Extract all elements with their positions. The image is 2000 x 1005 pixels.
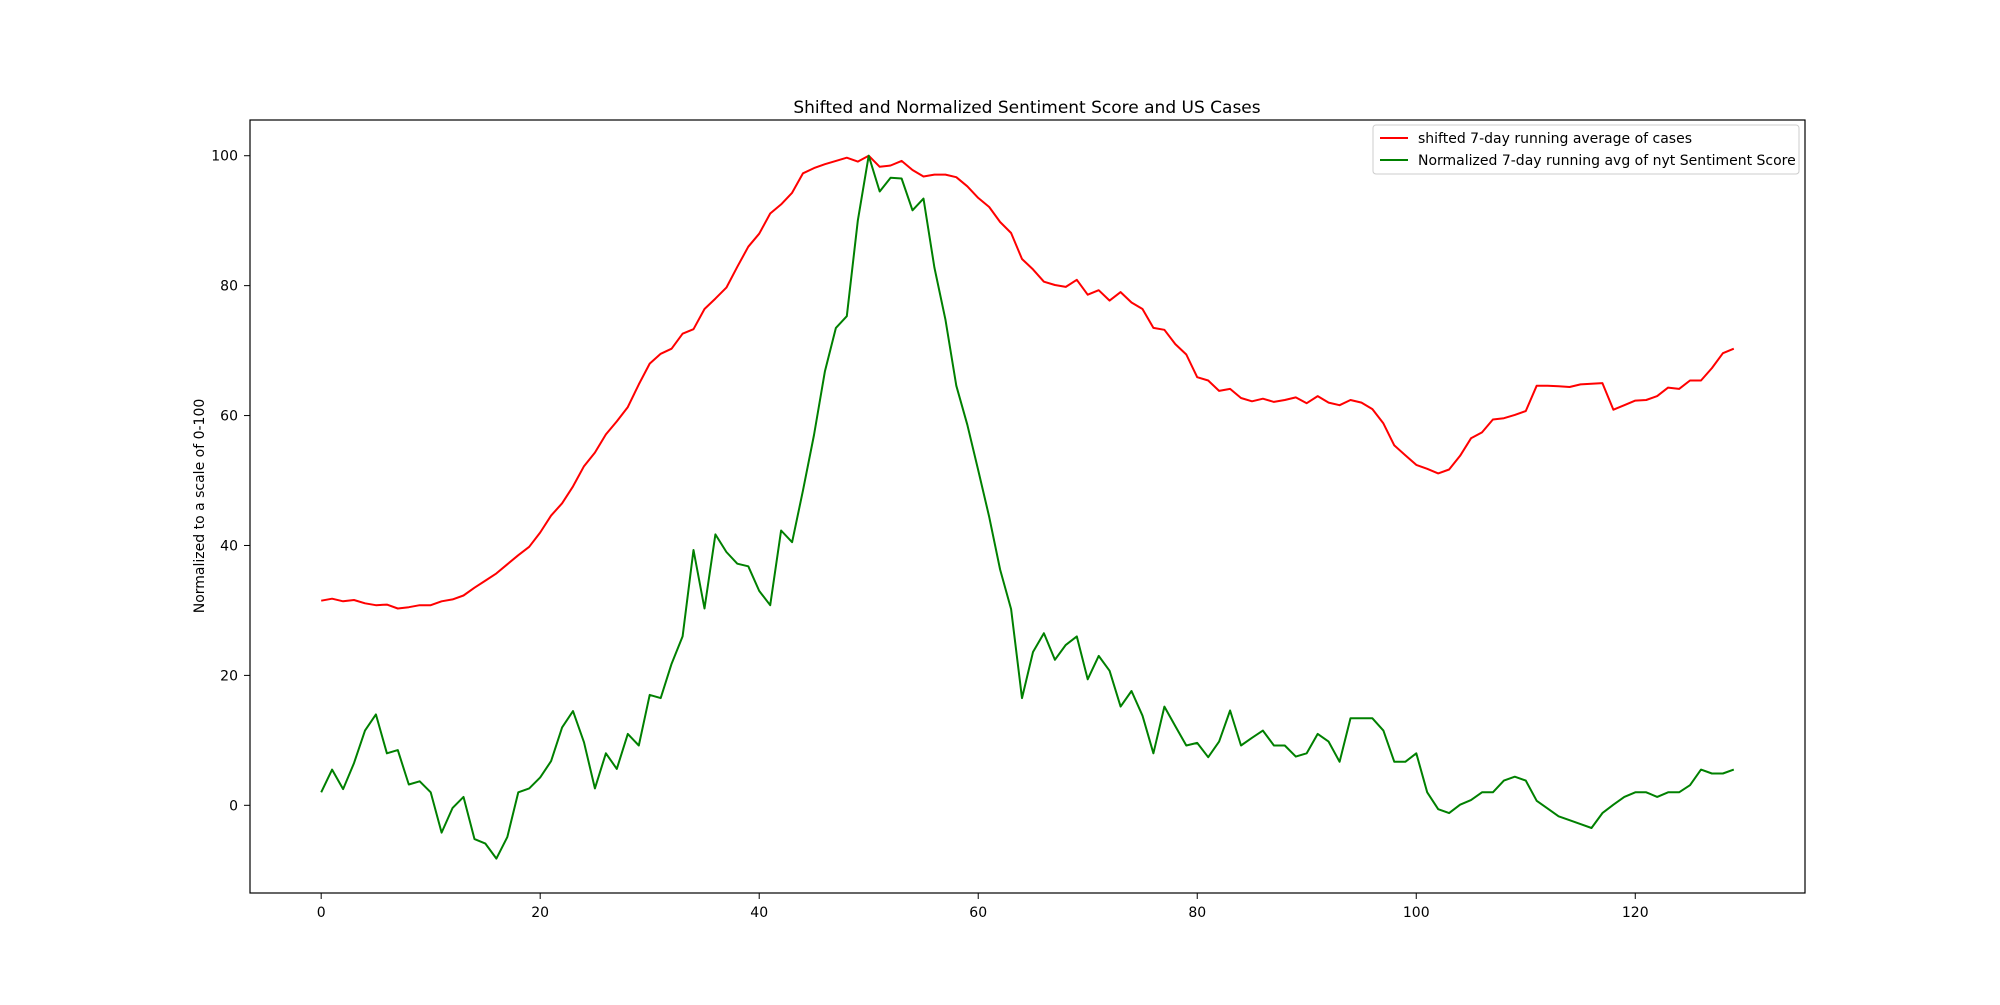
series-line-cases xyxy=(321,154,1735,610)
y-tick-label: 0 xyxy=(229,798,238,814)
x-tick-label: 120 xyxy=(1622,905,1649,921)
y-axis-label: Normalized to a scale of 0-100 xyxy=(192,399,208,614)
x-tick-label: 20 xyxy=(531,905,549,921)
y-tick-label: 100 xyxy=(211,149,238,165)
x-tick-label: 80 xyxy=(1188,905,1206,921)
x-tick-label: 60 xyxy=(969,905,987,921)
x-tick-label: 40 xyxy=(750,905,768,921)
legend-label-sentiment: Normalized 7-day running avg of nyt Sent… xyxy=(1418,153,1796,169)
x-tick-label: 100 xyxy=(1403,905,1430,921)
ticks-layer: 0 20 40 60 80 100 120 0 20 40 60 80 100 xyxy=(211,149,1648,921)
plot-area-frame xyxy=(249,119,1806,894)
legend-label-cases: shifted 7-day running average of cases xyxy=(1418,131,1692,147)
legend-box xyxy=(1372,124,1800,175)
y-tick-label: 20 xyxy=(220,668,238,684)
series-layer xyxy=(320,154,1735,860)
y-tick-label: 40 xyxy=(220,538,238,554)
series-line-sentiment xyxy=(320,154,1735,860)
y-tick-label: 60 xyxy=(220,409,238,425)
legend: shifted 7-day running average of cases N… xyxy=(1372,124,1800,175)
x-tick-label: 0 xyxy=(317,905,326,921)
y-tick-label: 80 xyxy=(220,279,238,295)
chart-title: Shifted and Normalized Sentiment Score a… xyxy=(793,98,1260,118)
